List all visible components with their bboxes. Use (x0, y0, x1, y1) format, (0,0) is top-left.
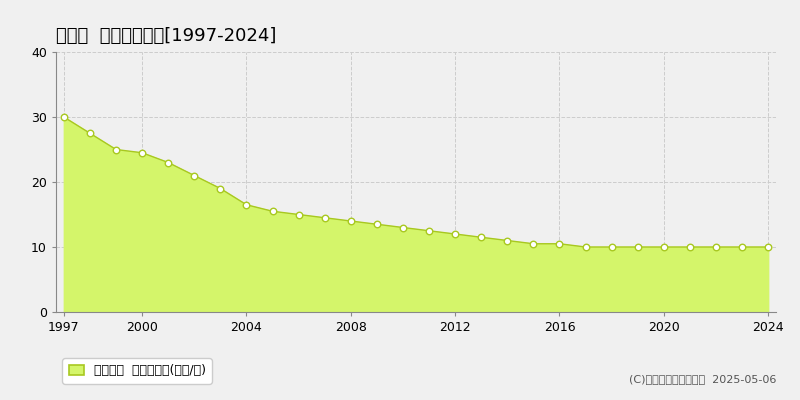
Text: 越生町  基準地価推移[1997-2024]: 越生町 基準地価推移[1997-2024] (56, 27, 276, 45)
Point (762, 244, 774, 250)
Point (58, 114, 70, 120)
Point (397, 224, 410, 231)
Point (162, 159, 174, 166)
Point (606, 244, 618, 250)
Point (736, 244, 749, 250)
Point (475, 234, 488, 240)
Text: (C)土地価格ドットコム  2025-05-06: (C)土地価格ドットコム 2025-05-06 (629, 374, 776, 384)
Point (683, 244, 696, 250)
Point (449, 231, 462, 237)
Point (240, 202, 253, 208)
Point (579, 244, 592, 250)
Point (110, 146, 122, 153)
Point (266, 208, 279, 214)
Point (631, 244, 644, 250)
Point (344, 218, 357, 224)
Point (318, 214, 331, 221)
Point (292, 211, 305, 218)
Point (370, 221, 383, 228)
Point (83, 130, 96, 136)
Point (422, 228, 435, 234)
Point (658, 244, 670, 250)
Point (188, 172, 201, 179)
Point (214, 185, 226, 192)
Point (527, 240, 540, 247)
Point (136, 150, 149, 156)
Point (553, 240, 566, 247)
Point (710, 244, 722, 250)
Point (501, 237, 514, 244)
Legend: 基準地価  平均坪単価(万円/坪): 基準地価 平均坪単価(万円/坪) (62, 358, 212, 384)
